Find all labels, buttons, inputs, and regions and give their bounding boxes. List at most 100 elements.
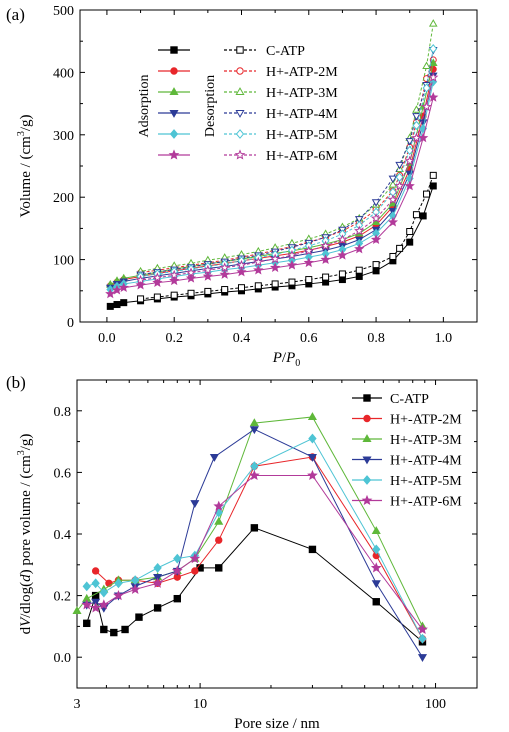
desorption-line xyxy=(140,49,434,276)
desorption-point xyxy=(305,276,313,284)
data-point xyxy=(249,418,259,427)
desorption-point xyxy=(270,253,281,264)
desorption-point xyxy=(221,286,229,294)
adsorption-point xyxy=(219,269,230,279)
desorption-point xyxy=(388,180,398,188)
desorption-point xyxy=(271,280,279,288)
legend-marker xyxy=(236,46,244,54)
data-point xyxy=(249,426,259,435)
adsorption-point xyxy=(113,301,121,309)
data-point xyxy=(110,628,118,637)
x-tick-label-a: 0.4 xyxy=(233,331,251,346)
desorption-point xyxy=(428,19,438,27)
adsorption-point xyxy=(303,257,314,268)
adsorption-point xyxy=(270,262,281,273)
data-point xyxy=(135,613,143,621)
adsorption-point xyxy=(120,299,128,307)
data-point xyxy=(190,500,200,509)
series-h-atp-5m xyxy=(82,433,427,644)
legend-adsorption-entry xyxy=(158,109,190,118)
legend-label: C-ATP xyxy=(266,44,305,59)
adsorption-point xyxy=(111,284,123,295)
desorption-point xyxy=(428,72,439,82)
adsorption-point xyxy=(354,243,365,254)
data-point xyxy=(121,625,129,634)
adsorption-point xyxy=(372,267,380,275)
x-tick-label-a: 0.6 xyxy=(300,331,318,346)
adsorption-point xyxy=(370,234,382,244)
adsorption-point xyxy=(428,58,438,66)
desorption-point xyxy=(412,120,421,131)
y-tick-label-b: 0.2 xyxy=(54,590,72,605)
desorption-point xyxy=(204,287,212,295)
desorption-point xyxy=(153,293,161,301)
legend-label: H+-ATP-2M xyxy=(266,65,338,80)
panel-label-b: (b) xyxy=(6,373,26,392)
data-point xyxy=(308,433,317,444)
desorption-point xyxy=(429,171,437,179)
desorption-point xyxy=(337,234,348,244)
data-point xyxy=(215,564,223,572)
data-point xyxy=(191,567,199,575)
adsorption-point xyxy=(253,264,264,275)
legend-desorption-entry xyxy=(224,149,256,160)
x-tick-label-b: 10 xyxy=(193,697,207,712)
desorption-point xyxy=(303,245,314,256)
adsorption-point xyxy=(337,249,348,260)
y-axis-label-b: dV/dlog(d) pore volume / (cm3/g) xyxy=(16,434,34,635)
desorption-line xyxy=(140,77,434,281)
data-point xyxy=(417,623,428,635)
data-point xyxy=(307,412,317,421)
desorption-point xyxy=(236,259,247,270)
legend-marker xyxy=(362,434,372,443)
series-h-atp-6m xyxy=(81,469,428,635)
legend-desorption-entry xyxy=(224,129,256,139)
legend-marker xyxy=(362,456,372,465)
legend-marker xyxy=(170,67,178,75)
x-tick-label-a: 0.8 xyxy=(367,331,385,346)
desorption-point xyxy=(354,225,365,236)
data-point xyxy=(214,516,224,525)
legend-entry xyxy=(352,456,382,465)
data-point xyxy=(98,599,110,610)
data-point xyxy=(308,545,317,554)
legend-adsorption-label: Adsorption xyxy=(137,75,152,138)
data-point xyxy=(213,500,225,511)
desorption-point xyxy=(320,240,331,251)
desorption-point xyxy=(389,252,397,260)
legend-label: H+-ATP-2M xyxy=(390,413,462,428)
legend-desorption-entry xyxy=(224,67,256,75)
legend-adsorption-entry xyxy=(158,87,190,96)
desorption-point xyxy=(406,228,414,236)
data-point xyxy=(171,565,183,576)
desorption-point xyxy=(423,190,431,198)
desorption-point xyxy=(338,270,346,278)
data-point xyxy=(81,599,93,610)
legend-marker xyxy=(168,149,180,160)
y-tick-label-b: 0.0 xyxy=(54,651,72,666)
desorption-point xyxy=(354,216,364,224)
adsorption-point xyxy=(404,180,415,191)
legend-desorption-entry xyxy=(224,46,256,54)
legend-marker xyxy=(362,475,372,485)
y-tick-label-a: 0 xyxy=(67,316,74,331)
desorption-point xyxy=(388,175,398,184)
data-point xyxy=(83,619,91,628)
y-tick-label-b: 0.8 xyxy=(54,405,72,420)
adsorption-point xyxy=(169,275,180,286)
series-h-atp-6m xyxy=(105,72,439,299)
x-tick-label-a: 0.0 xyxy=(98,331,116,346)
legend-label: H+-ATP-6M xyxy=(266,149,338,164)
adsorption-line xyxy=(110,81,434,291)
y-tick-label-a: 400 xyxy=(53,66,74,81)
adsorption-point xyxy=(320,254,331,264)
adsorption-line xyxy=(110,69,434,287)
x-tick-label-a: 0.2 xyxy=(165,331,183,346)
data-point xyxy=(248,469,260,481)
legend-marker xyxy=(169,87,179,96)
desorption-point xyxy=(370,213,382,223)
desorption-point xyxy=(202,264,213,275)
series-c-atp xyxy=(106,171,437,310)
legend-adsorption-entry xyxy=(158,149,190,160)
